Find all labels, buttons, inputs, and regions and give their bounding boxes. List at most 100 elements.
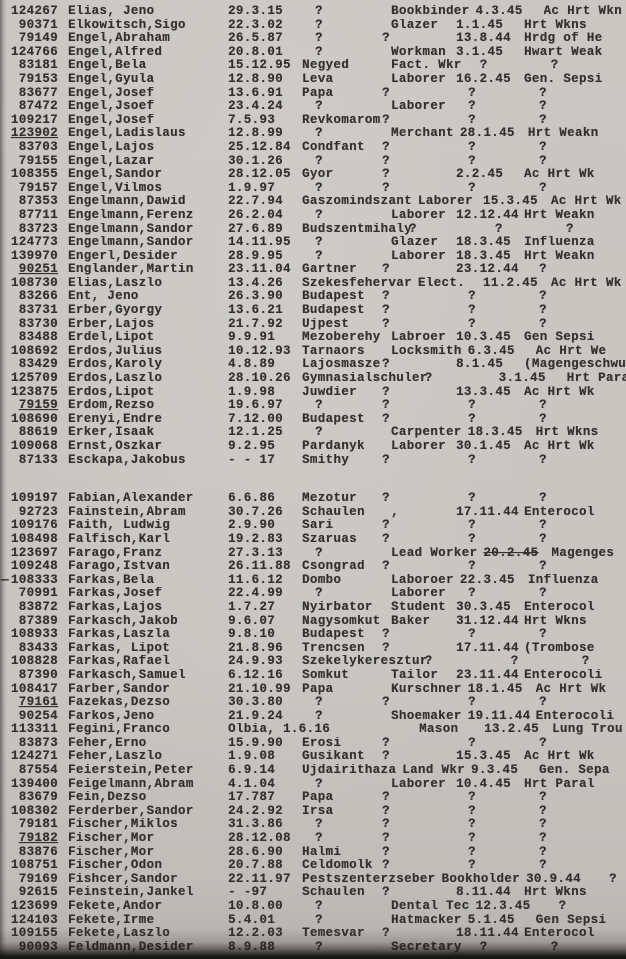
cause: ?: [539, 154, 547, 168]
prisoner-number: 79159: [18, 399, 58, 413]
prisoner-name: Ernst,Oszkar: [68, 440, 163, 453]
place: ?: [315, 587, 323, 601]
prisoner-number: 88619: [18, 426, 58, 440]
birth-date: 7.5.93: [228, 113, 276, 127]
occupation: ?: [382, 696, 390, 710]
cause: Lung Trou: [552, 723, 623, 737]
register-row: 108828 Farkas,Rafael 24.9.93 Szekelykereszt…: [0, 655, 626, 669]
prisoner-number: 83873: [18, 736, 58, 750]
birth-date: 12.8.99: [228, 127, 283, 141]
place: Somkut: [302, 668, 350, 682]
prisoner-number: 108417: [10, 682, 58, 696]
prisoner-number: 109197: [10, 492, 58, 506]
place: ?: [315, 900, 323, 913]
date: 3.1.45: [498, 372, 546, 386]
cause: ?: [539, 532, 547, 546]
cause: Hrt Wkns: [524, 614, 587, 628]
birth-date: 9.6.07: [228, 614, 276, 628]
place: ?: [315, 696, 323, 710]
prisoner-name: Erdos,Lipot: [68, 385, 155, 399]
cause: ?: [550, 940, 559, 954]
cause: ?: [539, 832, 547, 846]
birth-date: 31.3.86: [228, 818, 283, 832]
prisoner-number: 92615: [18, 886, 58, 900]
cause: Ac Hrt Wk: [535, 682, 607, 696]
occupation: ?: [382, 453, 390, 467]
register-row: 79182 Fischer,Mor 28.12.08????: [0, 832, 626, 846]
place: ?: [315, 154, 323, 168]
cause: ?: [539, 263, 547, 277]
birth-date: 15.12.95: [228, 59, 291, 73]
place: Papa: [302, 86, 334, 100]
prisoner-name: Engel,Josef: [68, 86, 155, 100]
date: 23.11.44: [456, 668, 519, 682]
prisoner-number: 108730: [10, 276, 58, 290]
date: ?: [468, 100, 476, 114]
birth-date: 12.8.90: [228, 72, 283, 86]
birth-date: 1.7.27: [228, 600, 276, 614]
cause: ?: [539, 818, 547, 832]
occupation: Baker: [391, 614, 431, 628]
date: ?: [468, 492, 476, 506]
prisoner-number: 123902: [10, 127, 58, 141]
birth-date: 26.3.90: [228, 290, 283, 304]
prisoner-number: 108690: [10, 412, 58, 426]
prisoner-number: 123875: [10, 385, 58, 399]
prisoner-number: 109217: [10, 113, 58, 127]
prisoner-name: Feinstein,Jankel: [68, 886, 194, 900]
prisoner-name: Engel,Alfred: [68, 45, 163, 59]
cause: Hrt Weakn: [524, 208, 595, 222]
occupation: Laborer: [391, 587, 446, 601]
prisoner-name: Erdos,Karoly: [68, 358, 163, 372]
place: Tarnaors: [302, 344, 365, 358]
birth-date: Olbia, 1.6.16: [228, 723, 331, 737]
place: Smithy: [302, 453, 350, 467]
place: Nagysomkut: [302, 614, 381, 628]
cause: ?: [565, 222, 574, 236]
date: 8.1.45: [456, 358, 504, 372]
prisoner-name: Engelmann,Sandor: [68, 236, 194, 250]
prisoner-name: Falfisch,Karl: [68, 532, 171, 546]
occupation: Secretary: [391, 940, 462, 954]
occupation: ?: [382, 492, 390, 506]
place: ?: [315, 913, 323, 927]
occupation: Bookholder: [441, 872, 520, 886]
date: 30.3.45: [456, 600, 511, 614]
prisoner-number: 108302: [10, 804, 58, 818]
cause: Gen Sepsi: [535, 913, 607, 927]
prisoner-name: Elias,Laszlo: [68, 276, 163, 290]
place: ?: [315, 236, 323, 250]
place: ?: [315, 208, 323, 222]
prisoner-number: 108828: [10, 655, 58, 669]
date: ?: [468, 113, 476, 127]
prisoner-number: 83876: [18, 845, 58, 859]
prisoner-name: Fischer,Miklos: [68, 818, 178, 832]
register-row: 92723 Fainstein,Abram 30.7.26 Schaulen, 17.1…: [0, 506, 626, 520]
cause: Gen. Sepa: [539, 764, 610, 778]
date: 4.3.45: [475, 5, 523, 18]
cause: ?: [539, 736, 547, 750]
cause: Enterocol: [524, 600, 595, 614]
register-row: 90093 Feldmann,Desider 8.9.88? Secretary??: [0, 941, 626, 955]
prisoner-name: Feierstein,Peter: [68, 764, 194, 778]
occupation: ?: [382, 154, 390, 168]
date: 6.3.45: [467, 344, 515, 358]
date: ?: [468, 845, 476, 859]
birth-date: 23.4.24: [228, 100, 283, 114]
register-row: 108692 Erdos,Julius 10.12.93 Tarnaors Locksm…: [0, 345, 626, 359]
place: Dombo: [302, 573, 342, 587]
register-row: 79155 Engel,Lazar 30.1.26????: [0, 155, 626, 169]
birth-date: 4.1.04: [228, 777, 276, 791]
register-row: 108302 Ferderber,Sandor 24.2.92 Irsa???: [0, 805, 626, 819]
birth-date: 21.8.96: [228, 641, 283, 655]
cause: Ac Hrt Wk: [524, 440, 595, 453]
birth-date: 13.6.91: [228, 86, 283, 100]
birth-date: 5.4.01: [228, 913, 276, 927]
prisoner-name: Feldmann,Desider: [68, 940, 194, 954]
prisoner-name: Fekete,Irme: [68, 913, 155, 927]
prisoner-name: Engelmann,Ferenz: [68, 208, 194, 222]
register-row: 83730 Erber,Lajos 21.7.92 Ujpest???: [0, 318, 626, 332]
prisoner-name: Engelmann,Sandor: [68, 222, 194, 236]
register-row: 79169 Fishcer,Sandor 22.11.97 Pestszenterzs…: [0, 873, 626, 887]
birth-date: 28.9.95: [228, 249, 283, 263]
